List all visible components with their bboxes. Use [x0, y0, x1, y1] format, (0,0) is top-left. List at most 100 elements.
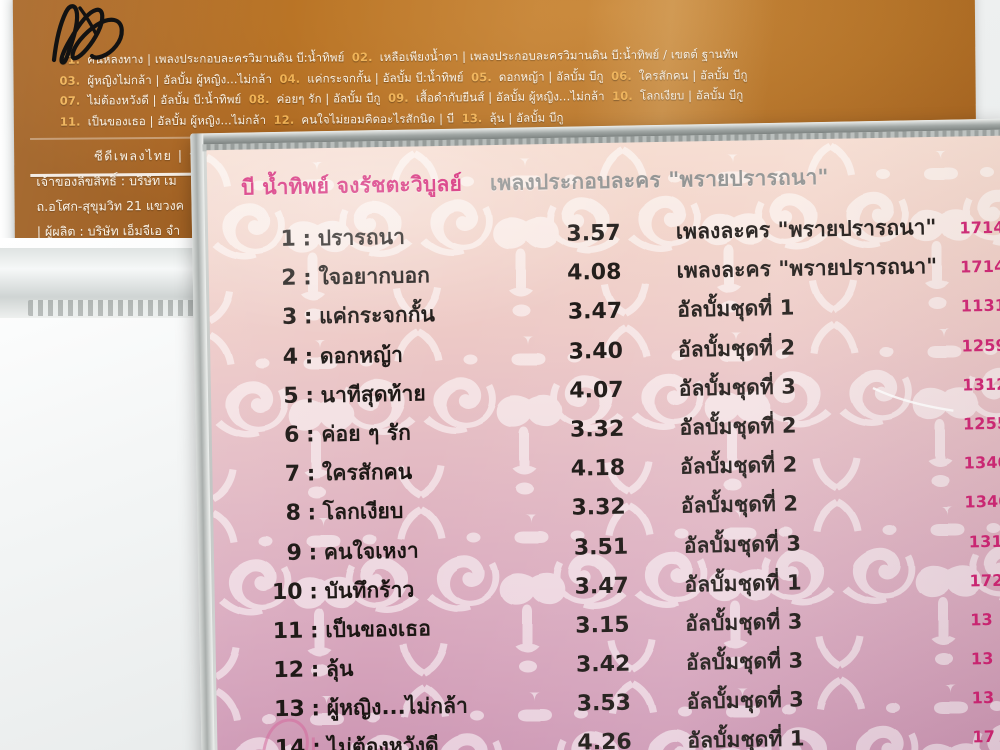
track-duration: 4.26: [577, 730, 632, 750]
track-source-album: อัลบั้มชุดที่ 3: [686, 687, 805, 714]
track-catalog-number: 12590: [961, 334, 1000, 356]
track-separator: :: [309, 578, 319, 604]
back-cover-track-number: 09.: [388, 90, 413, 105]
track-number: 4: [282, 344, 299, 370]
track-duration: 3.40: [568, 338, 624, 365]
back-cover-track-number: 02.: [351, 50, 377, 65]
cd-tray-teeth: [28, 300, 196, 316]
track-catalog-number: 11310: [960, 295, 1000, 316]
track-source-album: อัลบั้มชุดที่ 1: [677, 295, 795, 323]
track-title: ลุ้น: [325, 656, 354, 682]
track-source-album: อัลบั้มชุดที่ 2: [679, 413, 797, 440]
track-source-album: อัลบั้มชุดที่ 3: [678, 374, 797, 401]
back-cover-track-text: ผู้หญิงไม่กล้า | อัลบั้ม ผู้หญิง...ไม่กล…: [87, 71, 280, 88]
track-catalog-number: 1310: [968, 531, 1000, 551]
track-title: บันทึกร้าว: [324, 577, 415, 603]
track-catalog-number: 13: [970, 609, 994, 630]
track-catalog-number: 172: [969, 570, 1000, 591]
track-number: 10: [271, 579, 303, 605]
track-duration: 3.51: [573, 534, 629, 561]
track-separator: :: [305, 422, 315, 447]
track-source-album: อัลบั้มชุดที่ 1: [684, 570, 802, 597]
back-cover-track-text: โลกเงียบ | อัลบั้ม บีกู: [639, 87, 744, 103]
track-separator: :: [306, 461, 316, 486]
back-cover-track-number: 06.: [611, 68, 636, 83]
track-duration: 4.07: [569, 377, 624, 404]
tracklist-insert-card: บี น้ำทิพย์ จงรัชตะวิบูลย์ เพลงประกอบละค…: [206, 135, 1000, 750]
back-cover-track-number: 12.: [273, 112, 299, 127]
track-separator: :: [302, 226, 312, 251]
ost-title: เพลงประกอบละคร "พรายปรารถนา": [489, 164, 829, 196]
artist-name: บี น้ำทิพย์ จงรัชตะวิบูลย์: [240, 171, 463, 200]
back-cover-track-number: 10.: [612, 88, 637, 103]
back-cover-track-number: 05.: [471, 69, 496, 84]
track-number: 3: [281, 305, 298, 331]
track-catalog-number: 17: [972, 727, 996, 747]
track-source-album: อัลบั้มชุดที่ 2: [679, 452, 798, 479]
track-title: ค่อย ๆ รัก: [321, 420, 412, 447]
track-separator: :: [303, 304, 313, 329]
track-duration: 4.18: [570, 455, 626, 482]
track-number: 11: [272, 618, 304, 645]
track-duration: 3.42: [575, 651, 631, 678]
track-duration: 4.08: [566, 259, 622, 286]
back-cover-track-text: เหลือเพียงน้ำตา | เพลงประกอบละครวิมานดิน…: [379, 46, 739, 65]
back-cover-track-text: คนหลงทาง | เพลงประกอบละครวิมานดิน บี:น้ำ…: [87, 50, 352, 67]
track-number: 1: [280, 226, 297, 252]
back-cover-track-text: ค่อยๆ รัก | อัลบั้ม บีกู: [276, 90, 389, 106]
track-duration: 3.47: [574, 573, 630, 600]
back-cover-track-text: เป็นของเธอ | อัลบั้ม ผู้หญิง...ไม่กล้า: [87, 112, 274, 129]
back-cover-track-text: ใครสักคน | อัลบั้ม บีกู: [638, 67, 748, 83]
track-source-album: อัลบั้มชุดที่ 1: [687, 726, 805, 750]
back-cover-track-number: 01.: [59, 52, 85, 67]
track-source-album: เพลงละคร "พรายปรารถนา": [675, 214, 937, 244]
track-source-album: เพลงละคร "พรายปรารถนา": [676, 254, 938, 283]
track-number: 13: [273, 696, 306, 723]
back-cover-track-number: 13.: [461, 110, 487, 125]
track-separator: :: [304, 343, 314, 369]
track-source-album: อัลบั้มชุดที่ 2: [680, 491, 799, 518]
track-source-album: อัลบั้มชุดที่ 3: [685, 648, 804, 675]
cd-jewel-case: บี น้ำทิพย์ จงรัชตะวิบูลย์ เพลงประกอบละค…: [190, 118, 1000, 750]
track-catalog-number: 17143: [959, 217, 1000, 238]
track-number: 6: [283, 422, 300, 448]
track-title: แค่กระจกกั้น: [318, 302, 436, 329]
track-number: 2: [281, 265, 297, 292]
track-separator: :: [311, 696, 321, 721]
track-title: ใครสักคน: [321, 459, 413, 486]
track-source-album: อัลบั้มชุดที่ 3: [683, 530, 802, 558]
track-separator: :: [310, 657, 320, 682]
back-cover-track-text: ไม่ต้องหวังดี | อัลบั้ม บี:น้ำทิพย์: [87, 92, 249, 108]
track-title: โลกเงียบ: [322, 499, 404, 525]
track-number: 9: [286, 540, 303, 566]
track-number: 8: [285, 500, 302, 527]
track-catalog-number: 13: [971, 688, 995, 708]
back-cover-track-text: คนใจไม่ยอมคิดอะไรสักนิด | บี: [301, 110, 462, 127]
cd-tray-white: [0, 238, 226, 750]
track-catalog-number: 13400: [963, 452, 1000, 473]
track-separator: :: [309, 618, 319, 643]
track-catalog-number: 13120: [962, 374, 1000, 395]
track-number: 14: [274, 735, 306, 750]
track-title: ไม่ต้องหวังดี: [327, 733, 440, 750]
track-catalog-number: 12550: [962, 413, 1000, 434]
back-cover-track-text: แค่กระจกกั้น | อัลบั้ม บี:น้ำทิพย์: [307, 69, 472, 86]
track-title: นาทีสุดท้าย: [320, 381, 427, 407]
track-duration: 3.32: [571, 494, 626, 521]
track-number: 7: [284, 461, 301, 488]
track-catalog-number: 13400: [964, 491, 1000, 512]
track-duration: 3.53: [576, 690, 632, 717]
track-title: ใจอยากบอก: [318, 263, 431, 290]
track-separator: :: [305, 383, 315, 408]
back-cover-track-number: 08.: [248, 91, 274, 107]
track-catalog-number: 13: [970, 648, 994, 669]
track-number: 12: [273, 657, 305, 684]
track-catalog-number: 17144: [959, 256, 1000, 277]
track-source-album: อัลบั้มชุดที่ 2: [677, 335, 796, 362]
back-cover-tracklist: 01. คนหลงทาง | เพลงประกอบละครวิมานดิน บี…: [59, 42, 960, 132]
track-separator: :: [312, 735, 321, 750]
track-duration: 3.32: [569, 416, 625, 443]
back-cover-track-text: ดอกหญ้า | อัลบั้ม บีกู: [498, 68, 612, 84]
track-title: ผู้หญิง...ไม่กล้า: [326, 693, 469, 721]
back-cover-track-text: เสื้อดำกับยีนส์ | อัลบั้ม ผู้หญิง...ไม่ก…: [415, 88, 613, 105]
